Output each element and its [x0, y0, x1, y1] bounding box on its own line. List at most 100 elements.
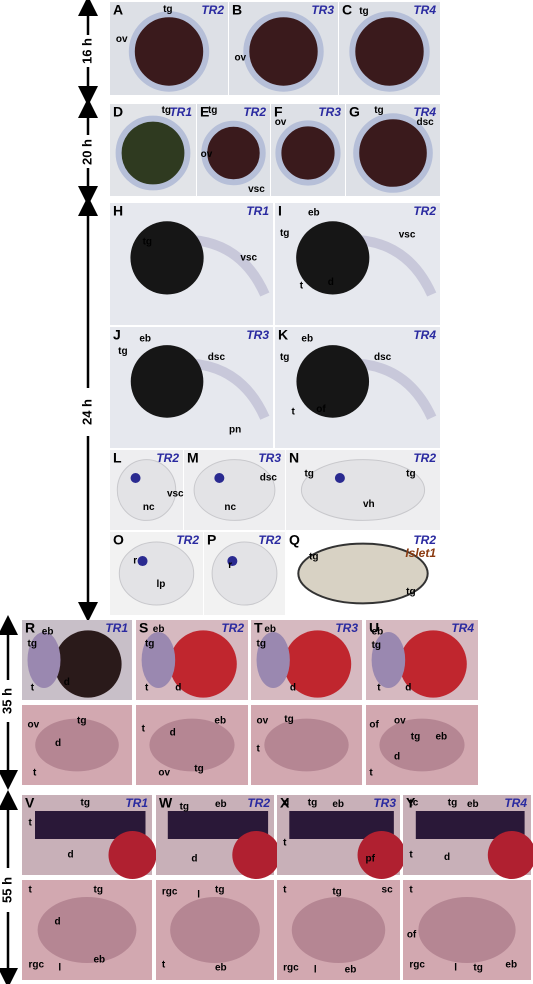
annotation: tg: [81, 798, 90, 809]
head: [371, 632, 406, 688]
annotation: tg: [308, 798, 317, 809]
gene-label: TR4: [413, 105, 436, 119]
gene-label: TR3: [318, 105, 341, 119]
gene-label: TR3: [246, 328, 269, 342]
annotation: t: [142, 724, 146, 735]
annotation: rgc: [283, 963, 299, 974]
panel-letter: K: [278, 327, 288, 343]
panel-letter: D: [113, 104, 123, 120]
annotation: t: [283, 885, 287, 896]
time-bg: [80, 136, 96, 168]
annotation: eb: [467, 799, 479, 810]
annotation: nc: [143, 502, 155, 513]
annotation: tg: [180, 802, 189, 813]
gene-label: TR2: [156, 451, 179, 465]
annotation: d: [55, 738, 61, 749]
gene-label: TR2: [413, 533, 436, 547]
stain: [214, 473, 225, 483]
annotation: pf: [366, 854, 376, 865]
yolk: [357, 831, 406, 879]
embryo-dorsal: [170, 897, 260, 963]
annotation: eb: [332, 799, 344, 810]
annotation: r: [133, 556, 137, 567]
panel-letter: O: [113, 532, 124, 548]
panel-letter: R: [25, 620, 35, 636]
yolk: [169, 630, 237, 698]
gene-label: TR2: [413, 451, 436, 465]
panel-letter: T: [254, 620, 263, 636]
annotation: vsc: [399, 229, 416, 240]
panel-letter: N: [289, 450, 299, 466]
gene-label: TR3: [373, 796, 396, 810]
annotation: nc: [224, 502, 236, 513]
annotation: dsc: [260, 473, 278, 484]
annotation: eb: [308, 207, 320, 218]
annotation: ov: [201, 149, 213, 160]
embryo-dorsal: [291, 897, 386, 963]
section: [297, 542, 429, 605]
embryo: [353, 113, 433, 193]
section: [193, 459, 276, 521]
time-label: 55 h: [0, 877, 14, 903]
labels: 16 h 20 h 24 h 35 h 55 h A TR2 tg ov B TR3 ov C TR4 tg…: [0, 2, 527, 976]
gene-label: TR2: [176, 533, 199, 547]
time-label: 16 h: [79, 38, 94, 64]
yolk: [108, 831, 157, 879]
annotation: eb: [435, 732, 447, 743]
yolk: [284, 630, 352, 698]
annotation: ov: [257, 716, 269, 727]
yolk: [296, 345, 370, 418]
panel-letter: J: [113, 327, 121, 343]
annotation: tg: [473, 963, 482, 974]
annotation: tg: [406, 586, 415, 597]
gene-label: TR4: [413, 3, 436, 17]
annotation: t: [162, 960, 166, 971]
annotation: eb: [214, 716, 226, 727]
gene2-label: Islet1: [405, 546, 436, 560]
annotation: dsc: [374, 352, 392, 363]
annotation: d: [444, 852, 450, 863]
yolk: [296, 221, 370, 295]
annotation: t: [300, 281, 304, 292]
time-label: 35 h: [0, 688, 14, 714]
panel-letter: P: [207, 532, 216, 548]
annotation: t: [369, 768, 373, 779]
section: [300, 459, 426, 521]
annotation: vsc: [248, 184, 265, 195]
gene-label: TR2: [413, 204, 436, 218]
annotation: pn: [229, 424, 241, 435]
embryo-dorsal: [379, 718, 465, 772]
gene-label: TR2: [221, 621, 244, 635]
embryo: [243, 11, 324, 92]
yolk: [232, 831, 281, 879]
annotation: tg: [94, 885, 103, 896]
annotation: t: [257, 744, 261, 755]
annotation: tg: [145, 639, 154, 650]
annotation: tg: [448, 798, 457, 809]
annotation: tc: [409, 798, 418, 809]
annotation: ov: [28, 720, 40, 731]
annotation: tg: [309, 552, 318, 563]
annotation: t: [292, 406, 296, 417]
annotation: d: [191, 854, 197, 865]
annotation: eb: [215, 799, 227, 810]
panel-letter: G: [349, 104, 360, 120]
panel-letter: U: [369, 620, 379, 636]
annotation: tg: [208, 105, 217, 116]
embryo: [115, 115, 191, 191]
annotation: of: [316, 404, 326, 415]
embryo-dorsal: [35, 718, 119, 772]
annotation: vsc: [240, 253, 257, 264]
annotation: tg: [304, 469, 313, 480]
annotation: tg: [28, 639, 37, 650]
stain: [227, 556, 238, 567]
panel-letter: V: [25, 795, 35, 811]
time-bg: [80, 35, 96, 67]
annotation: ov: [394, 716, 406, 727]
gene-label: TR3: [258, 451, 281, 465]
head: [27, 632, 61, 688]
annotation: vsc: [167, 489, 184, 500]
panel-letter: I: [278, 203, 282, 219]
annotation: eb: [42, 627, 54, 638]
